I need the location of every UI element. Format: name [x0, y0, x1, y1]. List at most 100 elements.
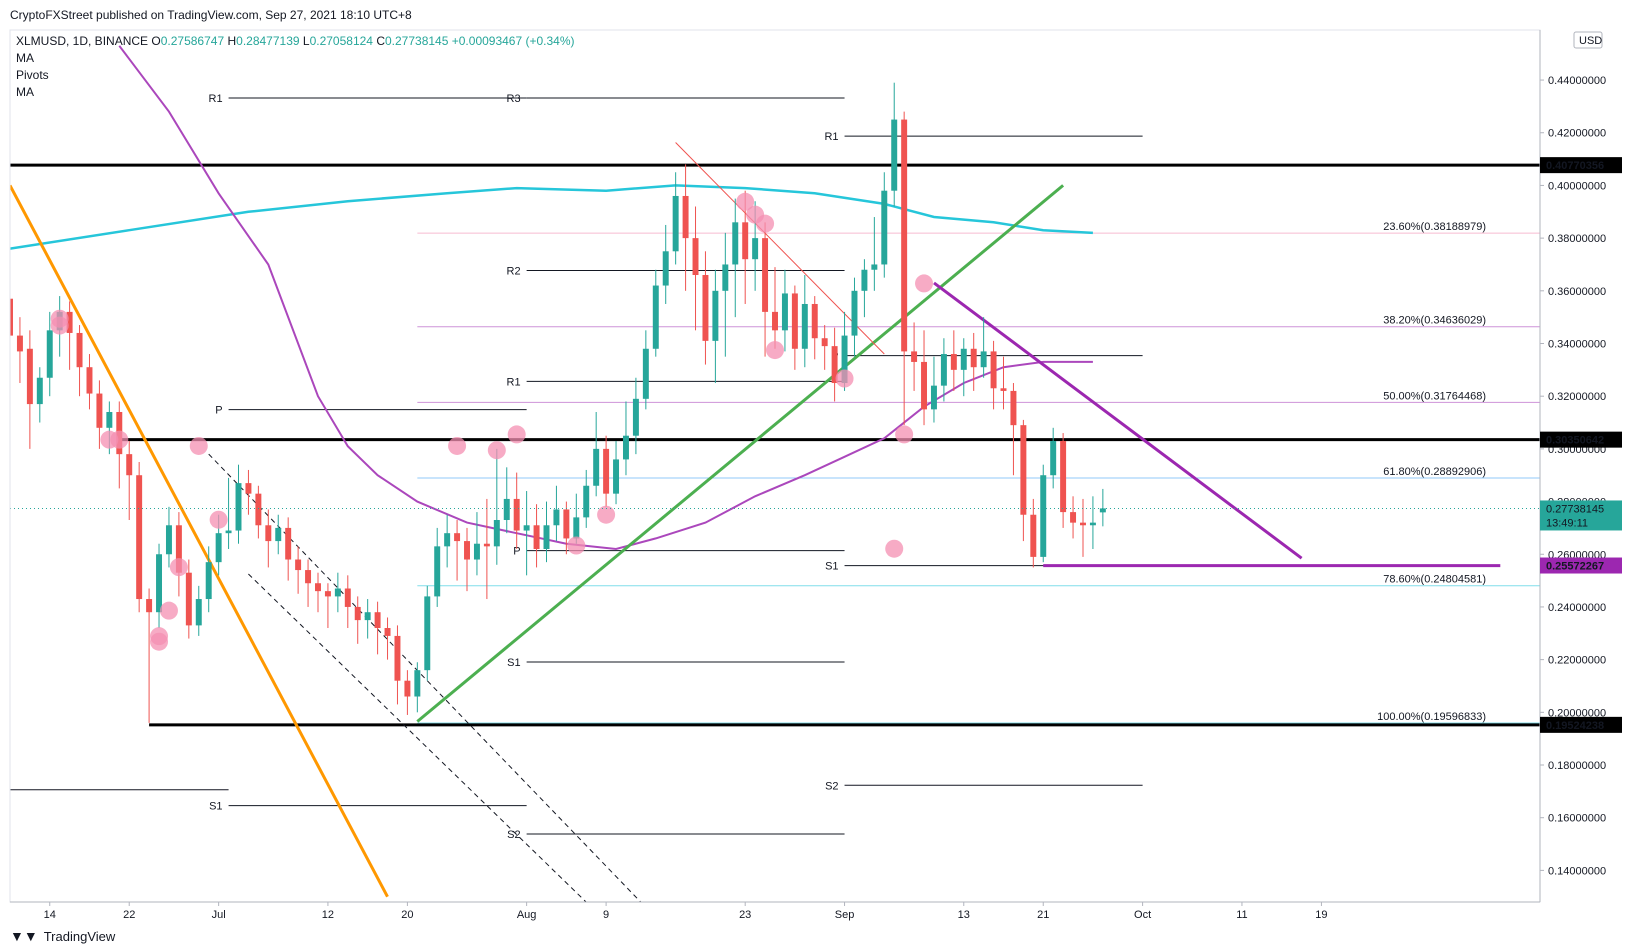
candle-body: [156, 554, 163, 613]
candle-body: [970, 348, 977, 368]
candle: [334, 572, 341, 613]
pivot-label: P: [215, 405, 222, 417]
candle-body: [175, 525, 182, 573]
candle-body: [66, 311, 73, 333]
candle: [324, 583, 331, 629]
candle-body: [911, 351, 918, 362]
candle-body: [315, 583, 321, 592]
candle-body: [295, 559, 302, 571]
candle: [722, 232, 729, 357]
x-tick-label: 21: [1037, 909, 1049, 921]
highlight-circle: [835, 369, 854, 388]
candle-body: [831, 346, 838, 384]
candle: [454, 520, 461, 581]
candle: [1000, 356, 1007, 410]
candle-body: [205, 562, 212, 600]
candle: [563, 501, 570, 555]
candle-body: [662, 251, 669, 286]
candle: [384, 617, 391, 660]
candle: [960, 338, 967, 397]
price-label-text: 0.40770356: [1546, 160, 1604, 172]
candle: [911, 322, 918, 391]
candle: [1089, 496, 1096, 549]
candle: [126, 440, 133, 521]
symbol-label[interactable]: XLMUSD, 1D, BINANCE: [16, 34, 149, 48]
candle: [245, 469, 252, 515]
y-tick-label: 0.32000000: [1548, 391, 1606, 403]
fib-level-label: 50.00%(0.31764468): [1383, 390, 1486, 402]
candle-body: [573, 517, 580, 539]
y-tick-label: 0.14000000: [1548, 865, 1606, 877]
candle-body: [881, 190, 888, 265]
candle: [1099, 488, 1106, 527]
candle-body: [672, 195, 679, 252]
candle-body: [136, 475, 143, 600]
candle-body: [1030, 514, 1037, 557]
candle-body: [1000, 388, 1007, 391]
candle-body: [1040, 475, 1047, 557]
candle: [305, 559, 312, 607]
candle: [434, 527, 441, 607]
highlight-circle: [159, 601, 178, 620]
candle-body: [702, 275, 709, 341]
candle: [861, 259, 868, 318]
highlight-circle: [169, 558, 188, 577]
candle-body: [692, 238, 699, 276]
highlight-circle: [50, 316, 69, 335]
indicator-ma-2[interactable]: MA: [16, 85, 34, 99]
indicator-pivots[interactable]: Pivots: [16, 68, 49, 82]
tradingview-logo[interactable]: ▼▼ TradingView: [10, 928, 115, 944]
candle-body: [712, 290, 719, 341]
x-tick-label: Aug: [517, 909, 537, 921]
x-tick-label: Oct: [1134, 909, 1151, 921]
candle-body: [940, 354, 947, 386]
ma-200-line: [10, 184, 1093, 250]
candle-body: [404, 680, 411, 697]
candle-body: [86, 367, 93, 394]
candle: [652, 269, 659, 357]
candle-body: [503, 498, 510, 521]
candle-body: [533, 525, 540, 549]
x-tick-label: 12: [322, 909, 334, 921]
candle-body: [801, 303, 808, 349]
y-tick-label: 0.20000000: [1548, 707, 1606, 719]
candle-body: [1060, 440, 1067, 513]
highlight-circle: [448, 436, 467, 455]
candle: [344, 575, 351, 629]
price-label-box: [1540, 431, 1622, 448]
candle-body: [344, 588, 351, 607]
candle: [523, 491, 530, 576]
candle-body: [1089, 522, 1096, 526]
currency-badge: [1573, 31, 1603, 49]
candle-body: [682, 195, 689, 239]
candle: [26, 330, 33, 449]
candle-body: [632, 398, 639, 436]
candle: [811, 296, 818, 360]
candle-body: [513, 498, 520, 531]
candle: [801, 275, 808, 368]
candle-body: [106, 411, 113, 428]
chart-legend: XLMUSD, 1D, BINANCE O0.27586747 H0.28477…: [16, 33, 575, 101]
trendline-purple: [933, 281, 1303, 560]
candle: [414, 662, 421, 713]
candle: [851, 277, 858, 357]
candle-body: [543, 525, 550, 549]
y-tick-label: 0.36000000: [1548, 286, 1606, 298]
fib-level-label: 38.20%(0.34636029): [1383, 315, 1486, 327]
candle: [315, 572, 321, 613]
indicator-ma-1[interactable]: MA: [16, 51, 34, 65]
pivot-label: S1: [507, 657, 520, 669]
candle-body: [762, 238, 769, 312]
candle-body: [324, 591, 331, 597]
candle: [762, 222, 769, 357]
change-value: +0.00093467 (+0.34%): [451, 34, 575, 48]
candle: [156, 543, 163, 629]
candle: [950, 330, 957, 391]
candle-body: [1070, 512, 1077, 523]
candle-body: [16, 335, 23, 352]
candle-body: [126, 454, 133, 476]
candle: [503, 467, 510, 534]
price-label-box: [1540, 716, 1622, 733]
open-value: 0.27586747: [160, 34, 225, 48]
